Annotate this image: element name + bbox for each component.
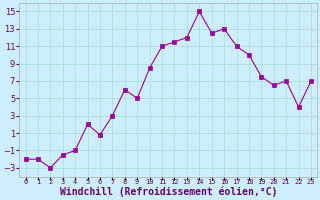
X-axis label: Windchill (Refroidissement éolien,°C): Windchill (Refroidissement éolien,°C) (60, 187, 277, 197)
